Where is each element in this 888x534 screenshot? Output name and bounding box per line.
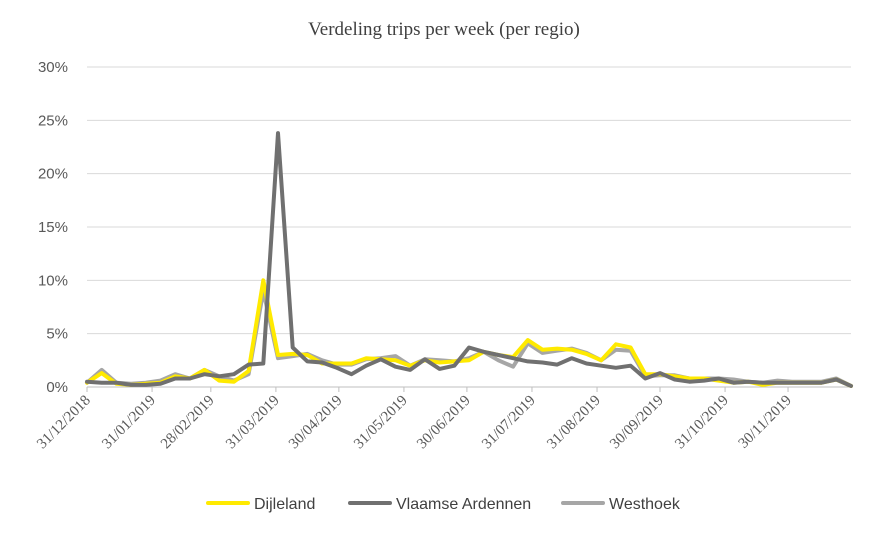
x-tick-label: 31/01/2019 bbox=[99, 393, 159, 453]
x-tick-label: 31/07/2019 bbox=[479, 393, 539, 453]
x-tick-label: 31/03/2019 bbox=[223, 393, 283, 453]
y-tick-label: 15% bbox=[38, 219, 68, 236]
legend-label: Vlaamse Ardennen bbox=[396, 496, 531, 513]
y-tick-label: 25% bbox=[38, 112, 68, 129]
x-tick-label: 30/11/2019 bbox=[736, 393, 795, 452]
x-tick-label: 30/04/2019 bbox=[286, 393, 346, 453]
series-line-vlaamse-ardennen bbox=[85, 131, 853, 388]
y-tick-label: 30% bbox=[38, 59, 68, 76]
series-lines bbox=[85, 131, 853, 388]
y-tick-label: 20% bbox=[38, 166, 68, 183]
y-axis-ticks: 0% 5% 10% 15% 20% 25% 30% bbox=[38, 59, 68, 396]
series-line-dijleland bbox=[85, 278, 853, 388]
x-tick-label: 31/12/2018 bbox=[34, 393, 94, 453]
legend-label: Dijleland bbox=[254, 496, 315, 513]
x-tick-label: 31/08/2019 bbox=[544, 393, 604, 453]
y-tick-label: 10% bbox=[38, 272, 68, 289]
x-tick-label: 30/09/2019 bbox=[607, 393, 667, 453]
chart-title: Verdeling trips per week (per regio) bbox=[308, 19, 580, 40]
x-tick-label: 28/02/2019 bbox=[158, 393, 218, 453]
legend-label: Westhoek bbox=[609, 496, 681, 513]
x-axis-ticks: 31/12/2018 31/01/2019 28/02/2019 31/03/2019… bbox=[34, 387, 795, 452]
gridlines bbox=[87, 66, 851, 388]
x-tick-label: 30/06/2019 bbox=[414, 393, 474, 453]
legend: Dijleland Vlaamse Ardennen Westhoek bbox=[206, 496, 681, 513]
x-tick-label: 31/10/2019 bbox=[672, 393, 732, 453]
x-tick-label: 31/05/2019 bbox=[351, 393, 411, 453]
y-tick-label: 0% bbox=[46, 379, 68, 396]
y-tick-label: 5% bbox=[46, 326, 68, 343]
